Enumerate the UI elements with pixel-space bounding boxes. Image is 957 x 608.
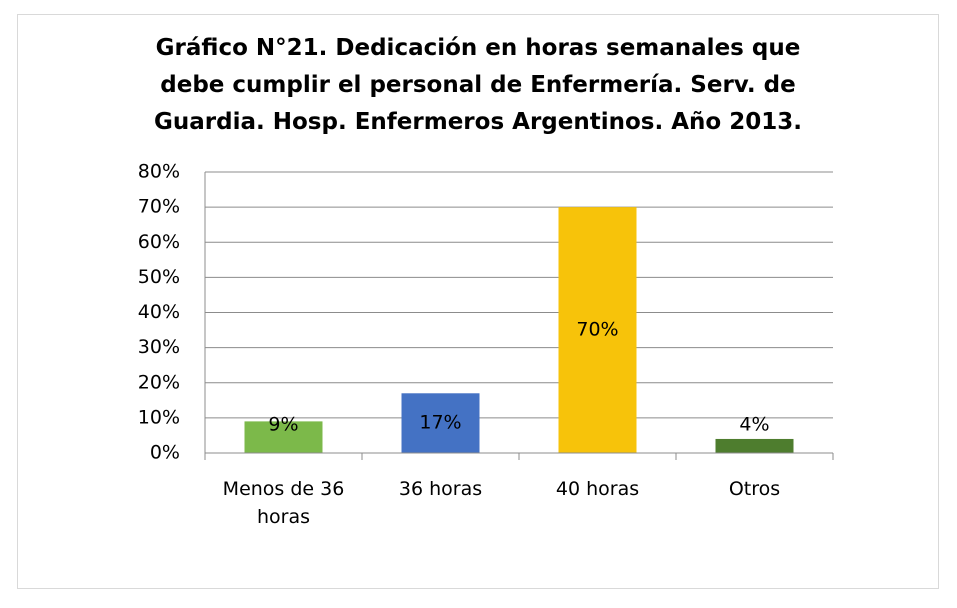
bar [558,207,637,453]
bar [715,438,794,453]
y-tick-label: 60% [138,231,180,253]
y-tick-label: 50% [138,266,180,288]
x-tick-label: 36 horas [398,478,483,500]
value-label: 4% [739,414,769,436]
y-tick-label: 10% [138,406,180,428]
y-tick-label: 40% [138,301,180,323]
x-tick-label: Menos de 36 horas [222,478,345,528]
value-label: 70% [576,319,618,341]
chart-title: Gráfico N°21. Dedicación en horas semana… [154,35,802,135]
x-tick-label: 40 horas [555,478,640,500]
y-tick-label: 20% [138,371,180,393]
chart-frame [17,14,939,589]
y-tick-label: 30% [138,336,180,358]
x-tick-label: Otros [728,478,781,500]
value-label: 9% [268,414,298,436]
y-tick-label: 80% [138,161,180,183]
y-tick-label: 0% [150,442,180,464]
value-label: 17% [419,412,461,434]
y-tick-label: 70% [138,196,180,218]
bar [244,421,323,453]
bar [401,393,480,453]
